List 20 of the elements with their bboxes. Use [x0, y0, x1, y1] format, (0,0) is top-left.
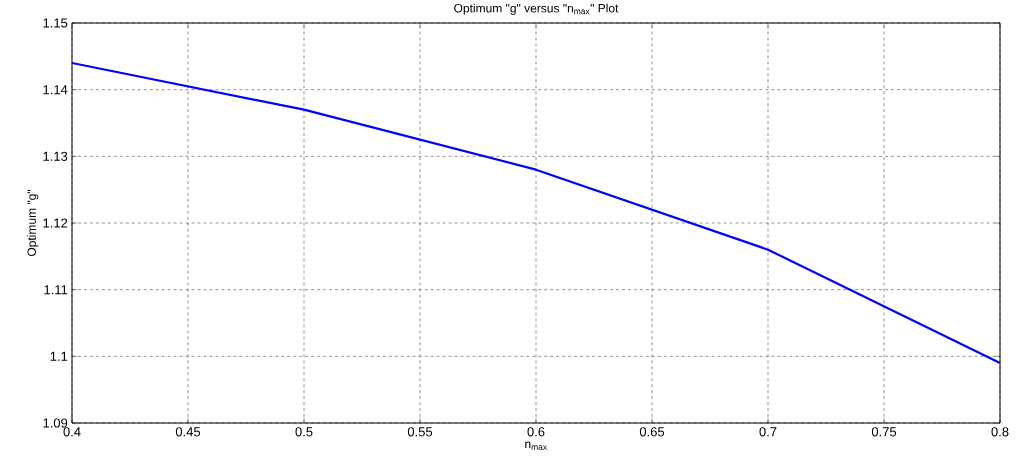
- x-tick-label: 0.5: [295, 427, 313, 437]
- x-tick-label: 0.75: [871, 427, 897, 437]
- x-tick-label: 0.65: [639, 427, 665, 437]
- line-series: [72, 61, 1001, 365]
- y-tick-label: 1.13: [43, 151, 68, 161]
- x-tick-label: 0.55: [407, 427, 433, 437]
- x-tick-label: 0.4: [63, 427, 81, 437]
- y-tick-label: 1.09: [43, 418, 68, 428]
- y-tick-label: 1.1: [50, 351, 68, 361]
- x-tick-label: 0.7: [759, 427, 777, 437]
- y-tick-label: 1.14: [43, 85, 68, 95]
- y-tick-label: 1.11: [44, 285, 68, 295]
- x-tick-label: 0.8: [991, 427, 1009, 437]
- y-axis-title: Optimum "g": [27, 189, 39, 257]
- x-tick-label: 0.6: [527, 427, 545, 437]
- x-tick-label: 0.45: [175, 427, 201, 437]
- y-tick-label: 1.12: [43, 218, 68, 228]
- y-tick-label: 1.15: [43, 18, 68, 28]
- chart-title: Optimum "g" versus "n$_{max}$" Plot: [454, 3, 619, 15]
- x-axis-title: n$_{max}$: [525, 441, 547, 450]
